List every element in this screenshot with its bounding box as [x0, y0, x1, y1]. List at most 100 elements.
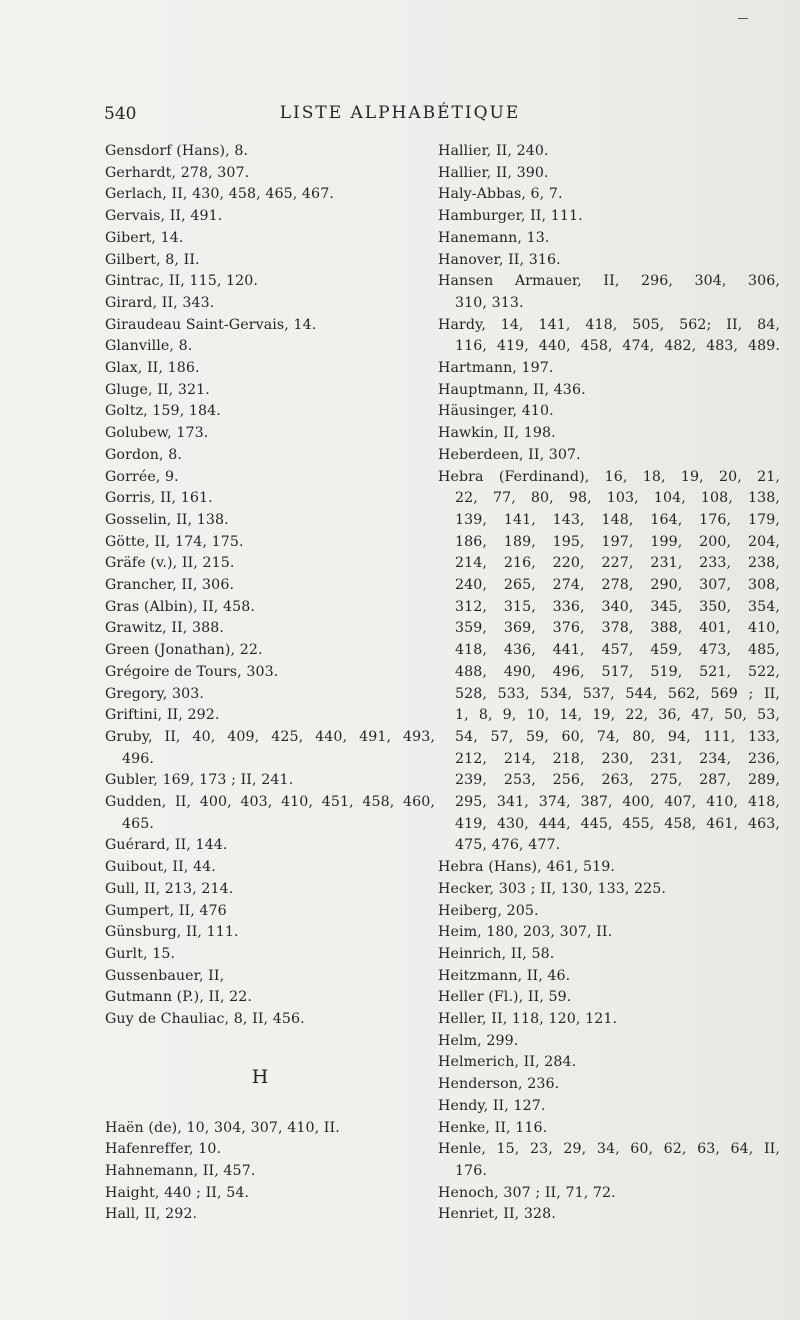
- index-entry: Hahnemann, II, 457.: [105, 1162, 256, 1179]
- running-title: LISTE ALPHABÉTIQUE: [279, 103, 521, 123]
- index-entry-continuation: 295, 341, 374, 387, 400, 407, 410, 418,: [455, 794, 780, 810]
- index-entry: Götte, II, 174, 175.: [105, 533, 244, 550]
- index-entry: Griftini, II, 292.: [105, 707, 220, 724]
- index-entry-continuation: 359, 369, 376, 378, 388, 401, 410,: [455, 620, 780, 637]
- index-entry-continuation: 116, 419, 440, 458, 474, 482, 483, 489.: [455, 338, 780, 355]
- index-entry: Grawitz, II, 388.: [105, 620, 224, 637]
- index-entry: [105, 1031, 435, 1053]
- index-entry: Girard, II, 343.: [105, 294, 215, 311]
- index-entry: Gutmann (P.), II, 22.: [105, 989, 253, 1006]
- index-entry: Hebra (Ferdinand), 16, 18, 19, 20, 21,: [438, 468, 780, 485]
- index-entry: Henle, 15, 23, 29, 34, 60, 62, 63, 64, I…: [438, 1141, 780, 1158]
- index-entry-continuation: 240, 265, 274, 278, 290, 307, 308,: [455, 577, 780, 593]
- index-entry: Gussenbauer, II,: [105, 967, 225, 984]
- index-entry: Hawkin, II, 198.: [438, 425, 556, 442]
- index-entry: Gensdorf (Hans), 8.: [105, 143, 249, 159]
- index-entry: Hebra (Hans), 461, 519.: [438, 859, 615, 876]
- index-entry: Golubew, 173.: [105, 425, 209, 442]
- index-entry-continuation: 239, 253, 256, 263, 275, 287, 289,: [455, 772, 780, 789]
- index-entry: Hall, II, 292.: [105, 1206, 198, 1223]
- index-entry: Guy de Chauliac, 8, II, 456.: [105, 1011, 305, 1027]
- index-entry: Gorrée, 9.: [105, 468, 179, 485]
- index-entry-continuation: 418, 436, 441, 457, 459, 473, 485,: [455, 642, 780, 659]
- index-entry: Hardy, 14, 141, 418, 505, 562; II, 84,: [438, 316, 780, 333]
- index-entry: Grancher, II, 306.: [105, 577, 235, 593]
- index-entry: Glanville, 8.: [105, 338, 193, 355]
- index-entry: Gerhardt, 278, 307.: [105, 164, 250, 181]
- index-entry: Gull, II, 213, 214.: [105, 880, 234, 897]
- index-entry: Gräfe (v.), II, 215.: [105, 555, 235, 572]
- index-entry: Heller (Fl.), II, 59.: [438, 989, 572, 1006]
- index-entry: Gosselin, II, 138.: [105, 511, 229, 528]
- index-entry: Heiberg, 205.: [438, 902, 539, 919]
- index-entry: Goltz, 159, 184.: [105, 403, 221, 420]
- page-number: 540: [104, 104, 137, 124]
- index-entry-continuation: 496.: [122, 750, 154, 767]
- index-entry: Häusinger, 410.: [438, 403, 554, 420]
- index-entry-continuation: 186, 189, 195, 197, 199, 200, 204,: [455, 533, 780, 550]
- index-entry-continuation: 419, 430, 444, 445, 455, 458, 461, 463,: [455, 815, 780, 832]
- index-entry: Hallier, II, 240.: [438, 143, 549, 159]
- index-entry: Heberdeen, II, 307.: [438, 446, 581, 463]
- index-entry-continuation: 475, 476, 477.: [455, 837, 561, 854]
- index-entry: Helm, 299.: [438, 1032, 519, 1049]
- index-entry: Haly-Abbas, 6, 7.: [438, 186, 563, 203]
- index-entry-continuation: 54, 57, 59, 60, 74, 80, 94, 111, 133,: [455, 728, 780, 745]
- index-entry: Gurlt, 15.: [105, 945, 176, 962]
- index-entry: [105, 1096, 435, 1118]
- index-entry: Giraudeau Saint-Gervais, 14.: [105, 316, 317, 333]
- index-entry-continuation: 22, 77, 80, 98, 103, 104, 108, 138,: [455, 490, 780, 507]
- index-entry-continuation: 139, 141, 143, 148, 164, 176, 179,: [455, 511, 780, 528]
- index-entry-continuation: 1, 8, 9, 10, 14, 19, 22, 36, 47, 50, 53,: [455, 707, 780, 724]
- index-entry: Gudden, II, 400, 403, 410, 451, 458, 460…: [105, 794, 435, 810]
- index-entry: Henderson, 236.: [438, 1076, 560, 1093]
- index-entry: Haën (de), 10, 304, 307, 410, II.: [105, 1119, 340, 1136]
- index-entry: Gras (Albin), II, 458.: [105, 598, 256, 615]
- section-heading: H: [251, 1066, 269, 1088]
- index-entry-continuation: 488, 490, 496, 517, 519, 521, 522,: [455, 663, 780, 680]
- index-entry-continuation: 528, 533, 534, 537, 544, 562, 569 ; II,: [455, 685, 780, 702]
- index-entry: Hansen Armauer, II, 296, 304, 306,: [438, 273, 780, 290]
- index-entry: Guérard, II, 144.: [105, 837, 228, 854]
- index-entry: Heller, II, 118, 120, 121.: [438, 1011, 618, 1027]
- index-entry: Hauptmann, II, 436.: [438, 381, 586, 398]
- index-entry: Heim, 180, 203, 307, II.: [438, 924, 613, 941]
- index-entry-continuation: 312, 315, 336, 340, 345, 350, 354,: [455, 598, 780, 615]
- scan-mark: [738, 18, 748, 19]
- index-entry: Glax, II, 186.: [105, 360, 200, 376]
- index-entry: Henke, II, 116.: [438, 1119, 548, 1136]
- index-entry: Gibert, 14.: [105, 229, 184, 246]
- index-entry: Gilbert, 8, II.: [105, 251, 200, 268]
- index-entry: Hartmann, 197.: [438, 360, 554, 376]
- index-entry: Hecker, 303 ; II, 130, 133, 225.: [438, 880, 667, 897]
- index-entry: Hafenreffer, 10.: [105, 1141, 222, 1158]
- index-entry: Heitzmann, II, 46.: [438, 967, 571, 984]
- index-entry: Hendy, II, 127.: [438, 1097, 546, 1114]
- index-entry: Guibout, II, 44.: [105, 859, 216, 876]
- index-entry: Gruby, II, 40, 409, 425, 440, 491, 493,: [105, 728, 435, 745]
- index-entry: Gerlach, II, 430, 458, 465, 467.: [105, 186, 334, 203]
- index-entry: Gumpert, II, 476: [105, 902, 227, 919]
- index-entry: Hanemann, 13.: [438, 229, 550, 246]
- index-entry: Henriet, II, 328.: [438, 1206, 556, 1223]
- index-entry: Heinrich, II, 58.: [438, 945, 555, 962]
- index-entry: Gordon, 8.: [105, 446, 182, 463]
- index-entry-continuation: 176.: [455, 1162, 487, 1179]
- index-entry: Haight, 440 ; II, 54.: [105, 1184, 250, 1201]
- index-entry: Henoch, 307 ; II, 71, 72.: [438, 1184, 616, 1201]
- index-entry: Gervais, II, 491.: [105, 208, 223, 225]
- index-entry: Gorris, II, 161.: [105, 490, 213, 507]
- index-entry: Hallier, II, 390.: [438, 164, 549, 181]
- index-entry: Gubler, 169, 173 ; II, 241.: [105, 772, 294, 789]
- index-entry: Grégoire de Tours, 303.: [105, 663, 279, 680]
- index-entry: Green (Jonathan), 22.: [105, 642, 263, 659]
- index-entry-continuation: 465.: [122, 815, 154, 832]
- index-entry: Günsburg, II, 111.: [105, 924, 239, 941]
- index-entry: Hanover, II, 316.: [438, 251, 561, 268]
- index-entry-continuation: 212, 214, 218, 230, 231, 234, 236,: [455, 750, 780, 767]
- index-entry-continuation: 310, 313.: [455, 294, 524, 311]
- index-entry: Hamburger, II, 111.: [438, 208, 583, 225]
- index-entry: Gintrac, II, 115, 120.: [105, 273, 259, 290]
- index-entry-continuation: 214, 216, 220, 227, 231, 233, 238,: [455, 555, 780, 572]
